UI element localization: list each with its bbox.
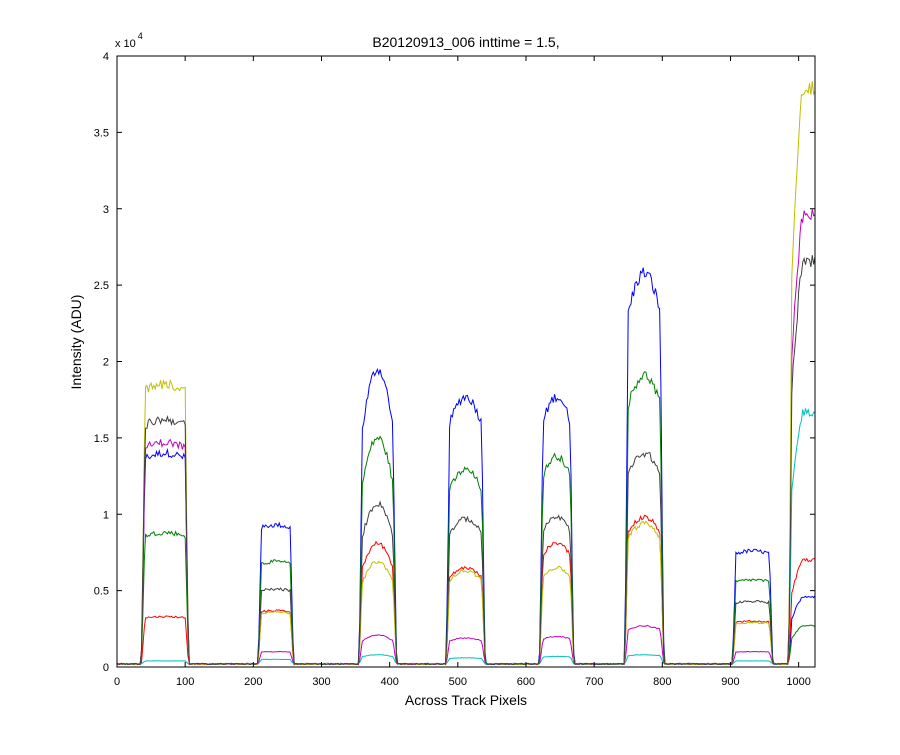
y-tick-label: 0.5 bbox=[94, 586, 109, 598]
x-tick-label: 100 bbox=[176, 676, 194, 688]
x-tick-label: 0 bbox=[114, 676, 120, 688]
y-tick-label: 1 bbox=[103, 509, 109, 521]
x-tick-label: 200 bbox=[244, 676, 262, 688]
x-tick-label: 800 bbox=[653, 676, 671, 688]
y-tick-label: 2.5 bbox=[94, 280, 109, 292]
y-axis-label: Intensity (ADU) bbox=[68, 295, 84, 390]
y-tick-label: 2 bbox=[103, 357, 109, 369]
series-layer bbox=[116, 80, 816, 666]
y-tick-label: 4 bbox=[103, 51, 109, 63]
x-tick-label: 400 bbox=[380, 676, 398, 688]
y-ticks: 0 0.5 1 1.5 2 2.5 3 3.5 4 bbox=[94, 51, 815, 674]
plot-area bbox=[117, 56, 815, 667]
y-tick-label: 3 bbox=[103, 204, 109, 216]
y-tick-label: 0 bbox=[103, 662, 109, 674]
y-tick-label: 3.5 bbox=[94, 127, 109, 139]
y-exponent-base: x 10 bbox=[115, 38, 136, 50]
x-tick-label: 1000 bbox=[786, 676, 810, 688]
x-tick-label: 900 bbox=[721, 676, 739, 688]
x-axis-label: Across Track Pixels bbox=[405, 692, 527, 708]
x-ticks: 0 100 200 300 400 500 600 700 800 900 1000 bbox=[114, 56, 811, 688]
y-tick-label: 1.5 bbox=[94, 433, 109, 445]
x-tick-label: 500 bbox=[449, 676, 467, 688]
x-tick-label: 700 bbox=[585, 676, 603, 688]
x-tick-label: 300 bbox=[312, 676, 330, 688]
series-line-7 bbox=[116, 255, 816, 666]
x-tick-label: 600 bbox=[517, 676, 535, 688]
y-exponent-power: 4 bbox=[138, 31, 143, 41]
y-exponent-label: x 104 bbox=[115, 31, 143, 50]
chart-title: B20120913_006 inttime = 1.5, bbox=[372, 34, 559, 50]
